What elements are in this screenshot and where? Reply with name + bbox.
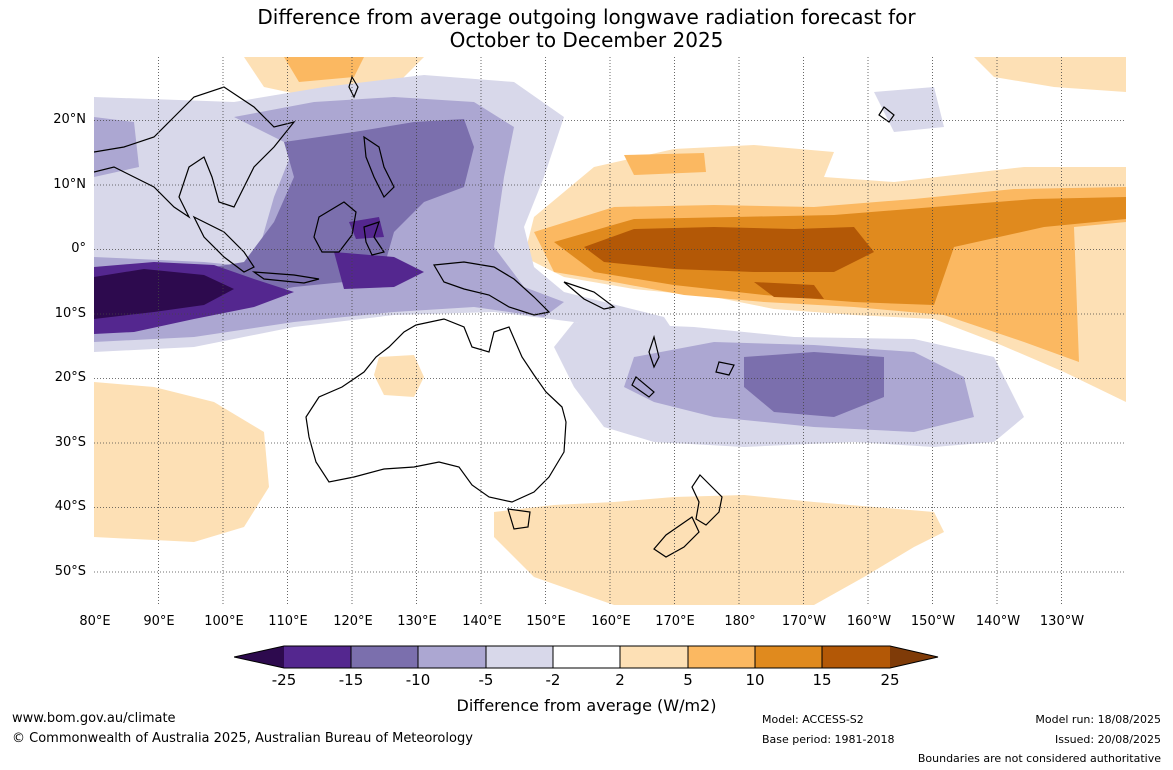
colorbar-swatch	[620, 646, 688, 668]
model-name: Model: ACCESS-S2	[762, 713, 864, 726]
colorbar-swatch	[486, 646, 553, 668]
lat-label: 10°S	[54, 306, 86, 321]
new-guinea-outline	[433, 261, 551, 316]
colorbar-max-extension	[890, 646, 938, 668]
anomaly-region	[334, 252, 424, 289]
lon-label: 170°E	[655, 614, 695, 629]
sumatra-outline	[192, 215, 255, 273]
base-period: Base period: 1981-2018	[762, 733, 895, 746]
australia-outline	[305, 318, 567, 503]
copyright: © Commonwealth of Australia 2025, Austra…	[12, 731, 473, 746]
colorbar-tick-label: -10	[405, 671, 431, 689]
lon-label: 130°E	[397, 614, 437, 629]
anomaly-region	[494, 495, 944, 605]
colorbar-tick-label: 25	[880, 671, 900, 689]
lon-label: 140°W	[975, 614, 1021, 629]
anomaly-region	[624, 153, 706, 175]
coastlines	[94, 75, 895, 558]
lon-label: 160°W	[846, 614, 892, 629]
colorbar-tick-label: 10	[745, 671, 765, 689]
sulawesi-outline	[363, 221, 385, 256]
colorbar-swatch	[688, 646, 755, 668]
asia-mainland-outline	[94, 86, 296, 219]
tasmania-outline	[507, 508, 531, 530]
colorbar-swatch	[351, 646, 418, 668]
lat-label: 30°S	[54, 435, 86, 450]
anomaly-region	[584, 227, 874, 272]
lon-label: 130°W	[1039, 614, 1085, 629]
lon-label: 90°E	[143, 614, 175, 629]
new-zealand-north-outline	[691, 474, 723, 526]
fiji-outline	[715, 361, 735, 376]
hawaii-outline	[878, 106, 895, 123]
colorbar-swatch	[822, 646, 890, 668]
anomaly-region	[94, 382, 269, 542]
lon-label: 150°W	[910, 614, 956, 629]
colorbar-tick-label: -15	[338, 671, 364, 689]
solomon-islands-outline	[563, 281, 616, 310]
anomaly-region	[874, 87, 944, 132]
anomaly-region	[374, 355, 424, 397]
anomaly-region	[754, 282, 824, 299]
anomaly-region	[284, 57, 364, 82]
lon-label: 120°E	[333, 614, 373, 629]
boundaries-disclaimer: Boundaries are not considered authoritat…	[917, 752, 1161, 765]
lon-label: 160°E	[591, 614, 631, 629]
colorbar-outline	[234, 645, 939, 669]
philippines-outline	[363, 135, 395, 199]
negative-anomaly-layer	[94, 75, 1024, 447]
new-zealand-south-outline	[653, 516, 700, 558]
colorbar-tick-label: 5	[683, 671, 693, 689]
lat-label: 50°S	[54, 564, 86, 579]
chart-title-line2: October to December 2025	[449, 28, 724, 52]
taiwan-outline	[348, 75, 359, 99]
lat-label: 20°S	[54, 370, 86, 385]
colorbar-swatch	[755, 646, 822, 668]
new-caledonia-outline	[631, 376, 655, 398]
lat-label: 0°	[71, 241, 86, 256]
colorbar-swatch	[553, 646, 620, 668]
graticule	[94, 57, 1126, 605]
colorbar-tick-label: -25	[271, 671, 297, 689]
model-run-date: Model run: 18/08/2025	[1035, 713, 1161, 726]
colorbar-title: Difference from average (W/m2)	[456, 696, 717, 715]
lon-label: 80°E	[79, 614, 111, 629]
anomaly-region	[744, 352, 884, 417]
colorbar-min-extension	[234, 646, 284, 668]
anomaly-region	[94, 117, 139, 177]
chart-title-line1: Difference from average outgoing longwav…	[257, 5, 916, 29]
colorbar-swatch	[418, 646, 486, 668]
lon-label: 140°E	[462, 614, 502, 629]
lat-label: 10°N	[53, 177, 86, 192]
colorbar-swatch	[284, 646, 351, 668]
colorbar-tick-label: 2	[615, 671, 625, 689]
colorbar-tick-label: -2	[545, 671, 561, 689]
borneo-outline	[313, 201, 357, 253]
source-url: www.bom.gov.au/climate	[12, 711, 176, 726]
vanuatu-outline	[648, 334, 660, 369]
colorbar-tick-label: 15	[812, 671, 832, 689]
anomaly-map	[94, 57, 1126, 605]
lon-label: 170°W	[781, 614, 827, 629]
issued-date: Issued: 20/08/2025	[1054, 733, 1161, 746]
lat-label: 20°N	[53, 112, 86, 127]
anomaly-region	[94, 269, 234, 319]
lon-label: 110°E	[268, 614, 308, 629]
lon-label: 180°	[724, 614, 756, 629]
lon-label: 100°E	[204, 614, 244, 629]
lat-label: 40°S	[54, 499, 86, 514]
colorbar-tick-label: -5	[478, 671, 494, 689]
lon-label: 150°E	[526, 614, 566, 629]
colorbar	[234, 645, 939, 669]
java-outline	[251, 271, 320, 284]
anomaly-region	[974, 57, 1126, 92]
